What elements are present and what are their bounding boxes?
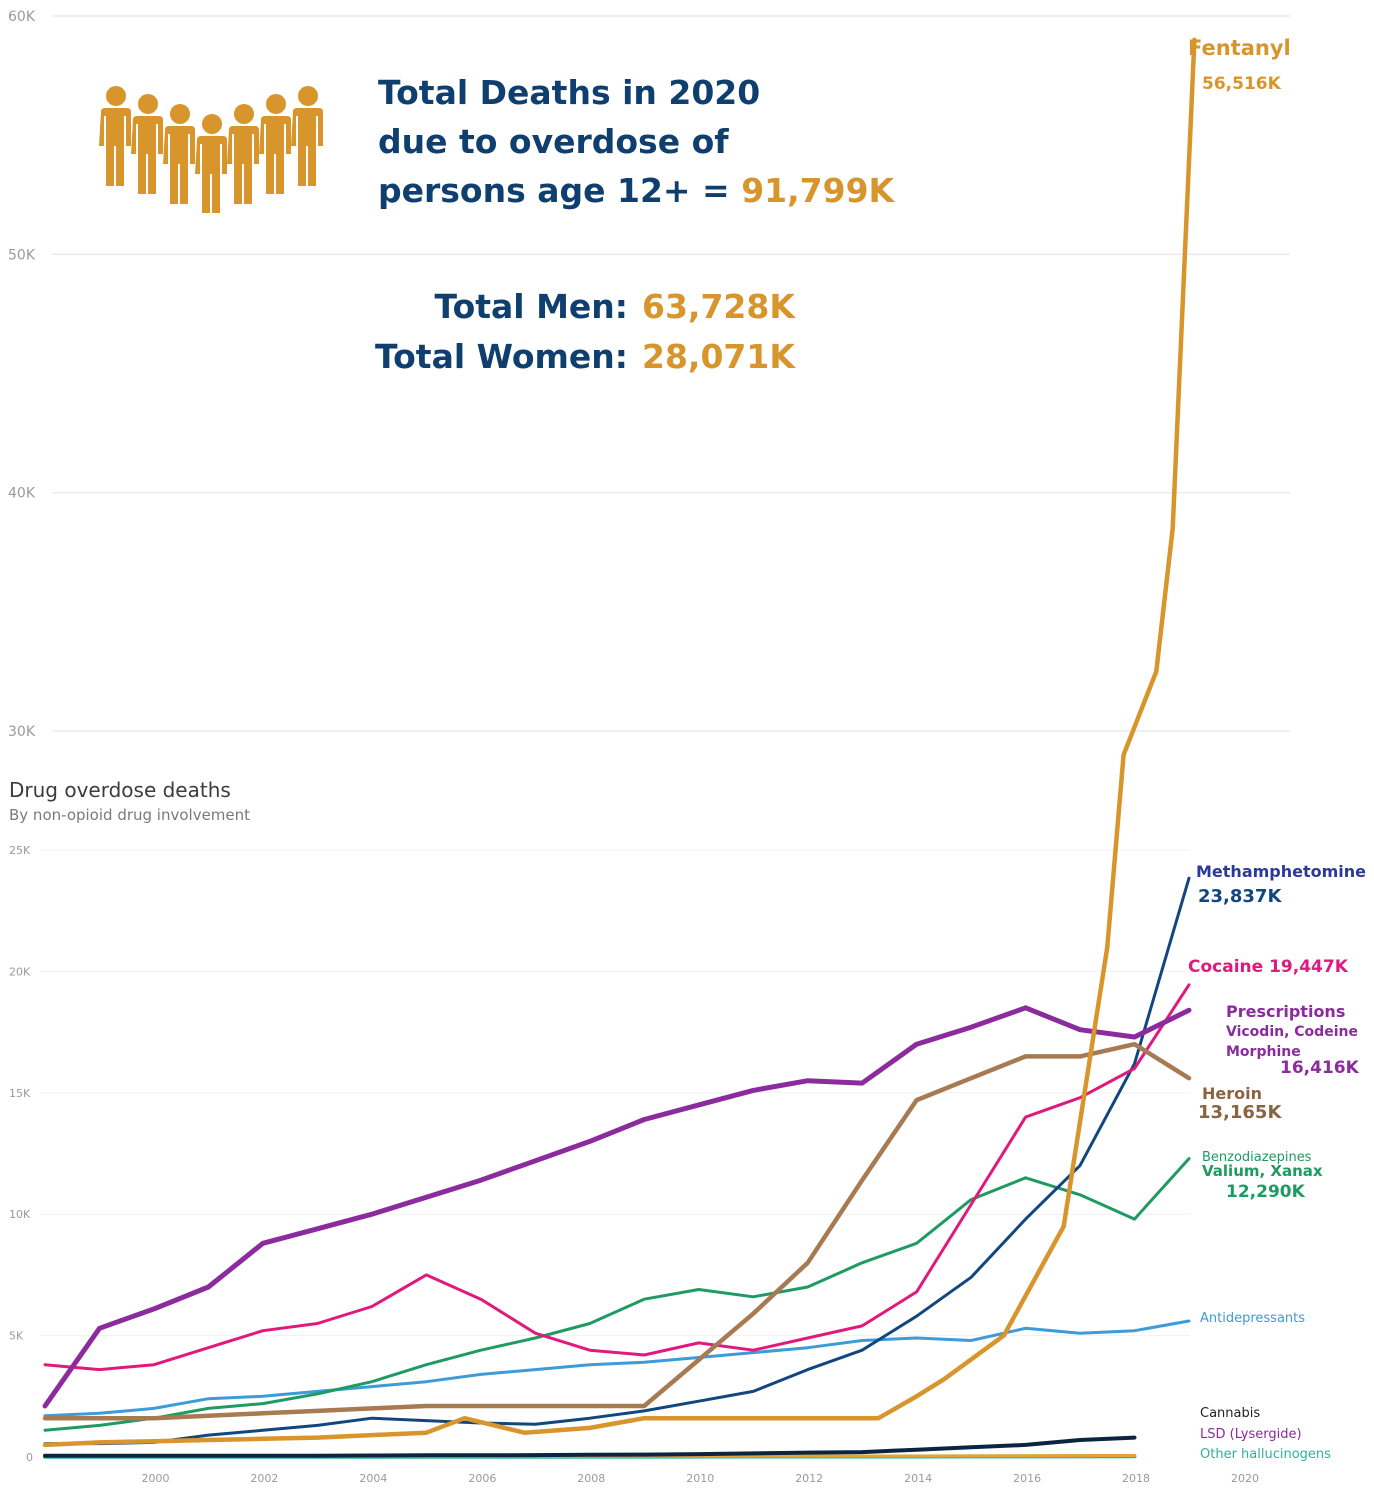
women-value: 28,071K [642, 337, 795, 376]
headline: Total Deaths in 2020 due to overdose of … [378, 68, 938, 215]
x-tick-2014: 2014 [904, 1472, 932, 1485]
person-body [99, 108, 131, 186]
x-tick-2006: 2006 [468, 1472, 496, 1485]
person-body [131, 116, 163, 194]
cannabis-label: Cannabis [1200, 1406, 1261, 1421]
fentanyl-label: Fentanyl [1188, 36, 1291, 60]
cocaine-name: Cocaine [1188, 957, 1264, 977]
benzodiazepines-value: 12,290K [1226, 1182, 1305, 1202]
headline-line-2: due to overdose of [378, 122, 729, 161]
series-line-cannabis [43, 1435, 1137, 1458]
headline-line-1: Total Deaths in 2020 [378, 73, 761, 112]
prescriptions-sub-1: Vicodin, Codeine [1226, 1024, 1358, 1040]
other-hallucinogens-label: Other hallucinogens [1200, 1447, 1331, 1462]
series-line-benzodiazepines [43, 1157, 1191, 1432]
benzodiazepines-sub-1: Valium, Xanax [1202, 1162, 1323, 1180]
person-body [195, 136, 227, 213]
x-tick-2016: 2016 [1013, 1472, 1041, 1485]
x-tick-2008: 2008 [577, 1472, 605, 1485]
x-tick-2002: 2002 [250, 1472, 278, 1485]
x-tick-2000: 2000 [141, 1472, 169, 1485]
person-body [163, 126, 195, 204]
women-total-row: Total Women: 28,071K [372, 332, 802, 382]
person-head [106, 86, 126, 106]
gender-totals: Total Men: 63,728K Total Women: 28,071K [372, 282, 802, 382]
x-tick-2012: 2012 [795, 1472, 823, 1485]
methamphetamine-value: 23,837K [1198, 886, 1282, 907]
group-of-people-icon [99, 86, 323, 213]
y-tick-15K: 15K [9, 1087, 31, 1100]
methamphetamine-label: Methamphetomine [1196, 862, 1367, 881]
series-line-heroin [42, 1041, 1192, 1421]
y-tick-30K: 30K [8, 724, 36, 740]
series-line-methamphetamine [43, 876, 1191, 1446]
headline-line-3: persons age 12+ = 91,799K [378, 166, 938, 215]
series-line-prescriptions [42, 1005, 1192, 1409]
x-tick-2004: 2004 [359, 1472, 387, 1485]
person-body [291, 108, 323, 186]
benzodiazepines-label: Benzodiazepines [1202, 1150, 1312, 1165]
person-head [298, 86, 318, 106]
total-deaths-value: 91,799K [741, 171, 895, 210]
series-line-antidepressants [43, 1319, 1191, 1418]
y-tick-0: 0 [26, 1451, 33, 1464]
y-tick-10K: 10K [9, 1208, 31, 1221]
men-label: Total Men: [434, 287, 628, 326]
heroin-value: 13,165K [1198, 1102, 1282, 1123]
person-body [259, 116, 291, 194]
y-tick-50K: 50K [8, 247, 36, 263]
men-total-row: Total Men: 63,728K [372, 282, 802, 332]
y-tick-25K: 25K [9, 844, 31, 857]
x-tick-2020: 2020 [1231, 1472, 1259, 1485]
men-value: 63,728K [642, 287, 795, 326]
person-head [138, 94, 158, 114]
person-head [202, 114, 222, 134]
prescriptions-label: Prescriptions [1226, 1002, 1346, 1021]
person-body [227, 126, 259, 204]
lsd-label: LSD (Lysergide) [1200, 1427, 1302, 1442]
x-tick-2018: 2018 [1122, 1472, 1150, 1485]
y-tick-40K: 40K [8, 486, 36, 502]
series-line-cocaine [43, 983, 1191, 1372]
antidepressants-label: Antidepressants [1200, 1311, 1306, 1326]
chart-subtitle: By non-opioid drug involvement [9, 806, 251, 824]
cocaine-value: 19,447K [1269, 957, 1348, 977]
cocaine-label: Cocaine 19,447K [1188, 957, 1348, 977]
person-head [266, 94, 286, 114]
headline-line-3-prefix: persons age 12+ = [378, 171, 742, 210]
women-label: Total Women: [375, 337, 628, 376]
series-line-fentanyl [42, 37, 1197, 1448]
y-tick-5K: 5K [9, 1330, 24, 1343]
fentanyl-value: 56,516K [1202, 74, 1281, 94]
prescriptions-sub-2: Morphine [1226, 1044, 1301, 1060]
heroin-label: Heroin [1202, 1084, 1262, 1103]
y-tick-20K: 20K [9, 965, 31, 978]
x-tick-2010: 2010 [686, 1472, 714, 1485]
y-tick-60K: 60K [8, 9, 36, 25]
prescriptions-value: 16,416K [1280, 1058, 1359, 1078]
person-head [170, 104, 190, 124]
person-head [234, 104, 254, 124]
chart-title: Drug overdose deaths [9, 778, 231, 802]
